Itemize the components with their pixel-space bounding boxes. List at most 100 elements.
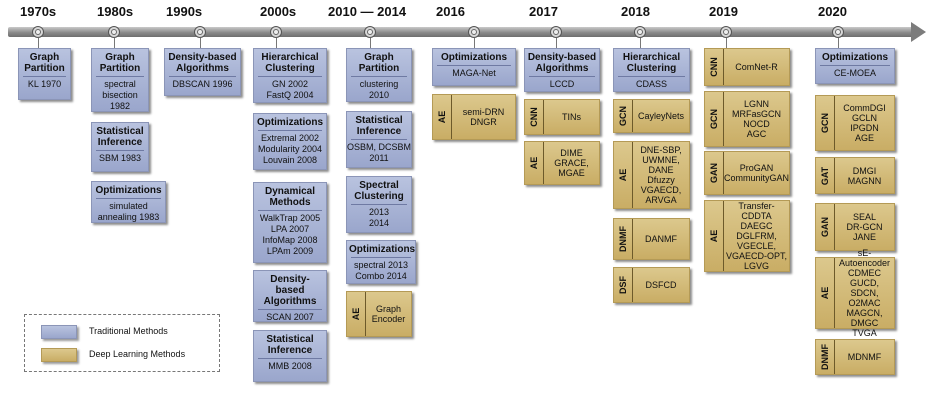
method-list: ComNet-R [724,49,789,85]
method-item: Transfer-CDDTA [738,201,775,221]
method-category-heading: Statistical Inference [266,334,314,356]
method-item: DANE [648,165,674,175]
model-type-tag: CNN [525,100,544,134]
legend-label-deep: Deep Learning Methods [89,349,186,359]
model-type-label: DSF [618,276,628,294]
method-list: LGNN MRFasGCN NOCD AGC [724,92,789,146]
timeline-node [634,26,646,38]
deep-learning-method-box: DNMF MDNMF [815,339,895,375]
method-item: Combo 2014 [355,271,407,281]
method-category-heading: Statistical Inference [96,126,144,148]
deep-learning-method-box: CNN ComNet-R [704,48,790,86]
model-type-label: GCN [820,113,830,133]
method-item: CommDGI [843,103,886,113]
method-item: GCLN [851,113,877,123]
method-item: Encoder [371,314,406,324]
method-item: MDNMF [847,352,882,362]
method-list: sE-Autoencoder CDMEC GUCD, SDCN, O2MAC MAGCN… [835,248,894,338]
model-type-tag: AE [347,292,366,336]
method-category-heading: Density-based Algorithms [168,52,237,74]
method-item: MAGNN [847,175,882,186]
heading-divider [351,139,407,140]
connector-line [640,38,641,48]
model-type-label: AE [820,286,830,300]
year-label-2019: 2019 [709,4,738,19]
method-item: CE-MOEA [833,68,876,78]
year-label-2016: 2016 [436,4,465,19]
model-type-label: AE [437,110,447,124]
connector-line [38,38,39,48]
heading-divider [820,65,890,66]
traditional-method-box: Density-based Algorithms LCCD [524,48,600,92]
model-type-label: AE [529,156,539,170]
method-list: ProGAN CommunityGAN [724,152,789,194]
method-item: clustering [359,79,399,89]
model-type-label: GAT [820,166,830,185]
method-item: MMB 2008 [268,361,312,371]
method-item: spectral bisection [102,79,138,100]
method-category-heading: Graph Partition [358,52,400,74]
method-item: Modularity 2004 [257,144,323,154]
year-label-2010-2014: 2010 — 2014 [328,4,407,19]
model-type-label: AE [618,168,628,182]
heading-divider [258,358,322,359]
deep-learning-method-box: CNN TINs [524,99,600,135]
deep-learning-method-box: GAT DMGI MAGNN [815,157,895,194]
model-type-tag: DNMF [816,340,835,374]
year-label-2000s: 2000s [260,4,297,19]
method-item: MRFasGCN [732,109,781,119]
method-item: DSFCD [645,280,677,290]
method-category-heading: Spectral Clustering [354,180,404,202]
heading-divider [258,210,322,211]
method-item: LGVG [743,261,769,271]
traditional-method-box: Hierarchical Clustering GN 2002 FastQ 2004 [253,48,327,103]
traditional-method-box: Optimizations spectral 2013 Combo 2014 [346,240,416,284]
model-type-label: GCN [709,109,719,129]
traditional-method-box: Optimizations simulated annealing 1983 [91,181,166,223]
heading-divider [169,76,236,77]
method-item: DIME [560,148,583,158]
method-item: semi-DRN [462,107,505,117]
method-item: CommunityGAN [724,173,790,183]
method-item: spectral 2013 [353,260,409,270]
model-type-tag: GAT [816,158,835,193]
method-list: Graph Encoder [366,292,411,336]
method-item: GUCD, SDCN, [850,278,879,298]
method-item: CDMEC [848,268,881,278]
deep-learning-method-box: GCN LGNN MRFasGCN NOCD AGC [704,91,790,147]
method-category-heading: Optimizations [256,117,324,128]
timeline-node [468,26,480,38]
method-list: semi-DRN DNGR [452,95,515,139]
method-item: CayleyNets [637,111,684,121]
method-category-heading: Density-based Algorithms [527,52,597,74]
method-category-heading: Optimizations [440,52,508,63]
method-item: OSBM, DCSBM [347,142,412,152]
deep-learning-method-box: AE DNE-SBP, UWMNE, DANE Dfuzzy VGAECD, ARVGA [613,141,690,209]
heading-divider [351,204,407,205]
method-item: DNGR [470,117,497,127]
year-label-2018: 2018 [621,4,650,19]
method-item: MGAE [558,168,585,178]
method-item: CDASS [635,79,667,89]
heading-divider [351,257,411,258]
method-item: LPAm 2009 [266,246,314,256]
model-type-label: CNN [529,107,539,127]
method-item: IPGDN [850,123,879,133]
method-item: LPA 2007 [270,224,310,234]
model-type-label: DNMF [820,344,830,370]
timeline-node [550,26,562,38]
legend-swatch-deep [41,348,77,362]
model-type-label: AE [351,307,361,321]
heading-divider [258,130,322,131]
deep-learning-method-box: AE DIME GRACE, MGAE [524,141,600,185]
legend-swatch-traditional [41,325,77,339]
method-item: TVGA [852,328,877,338]
method-list: DNE-SBP, UWMNE, DANE Dfuzzy VGAECD, ARVGA [633,142,689,208]
method-item: DMGI [852,165,877,176]
traditional-method-box: Dynamical Methods WalkTrap 2005 LPA 2007 In… [253,182,327,263]
method-item: Dfuzzy [647,175,675,185]
method-item: WalkTrap 2005 [259,213,321,223]
heading-divider [529,76,595,77]
method-category-heading: Graph Partition [99,52,141,74]
model-type-tag: AE [705,201,724,271]
